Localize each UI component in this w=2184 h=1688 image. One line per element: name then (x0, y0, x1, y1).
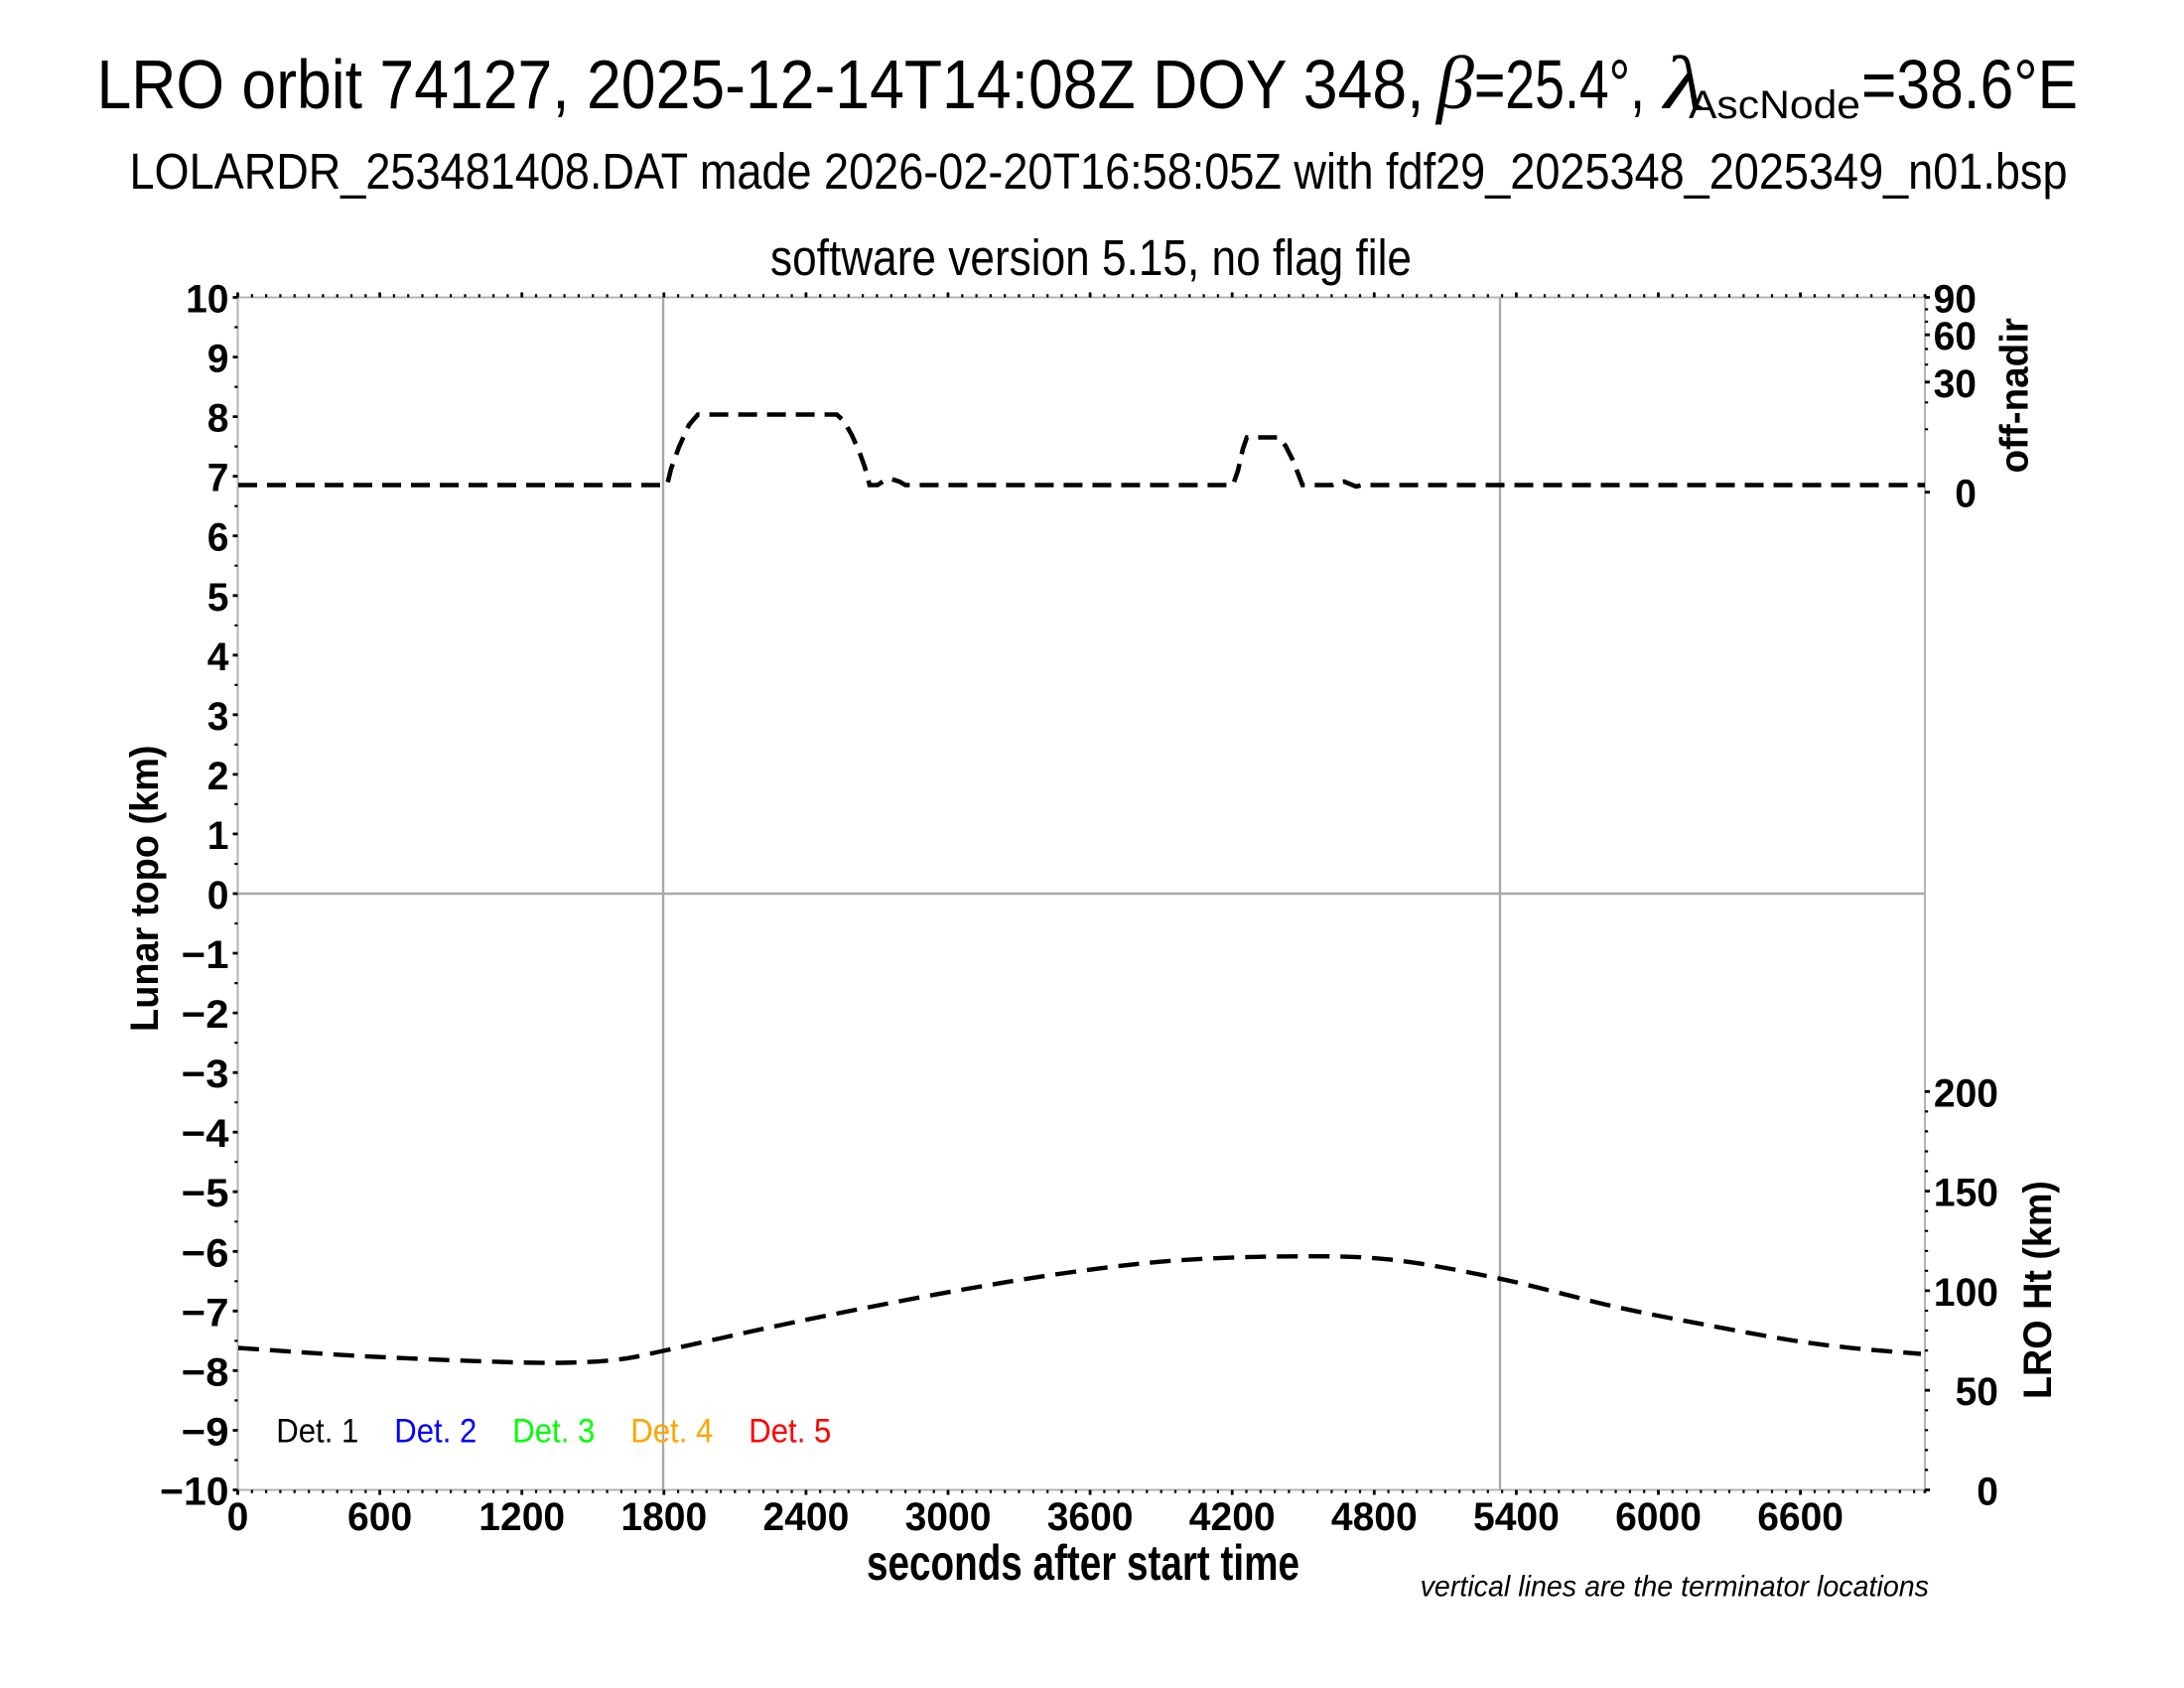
svg-text:−7: −7 (182, 1291, 229, 1335)
svg-text:5400: 5400 (1473, 1495, 1560, 1539)
svg-text:AscNode: AscNode (1689, 83, 1860, 127)
svg-text:−1: −1 (182, 933, 229, 977)
svg-text:600: 600 (347, 1495, 412, 1539)
svg-text:Lunar topo (km): Lunar topo (km) (123, 745, 167, 1031)
svg-text:−5: −5 (182, 1172, 229, 1215)
svg-text:150: 150 (1934, 1172, 1998, 1215)
svg-text:software version 5.15, no flag: software version 5.15, no flag file (770, 229, 1412, 286)
svg-text:7: 7 (207, 457, 229, 500)
svg-text:−4: −4 (182, 1112, 229, 1156)
svg-text:10: 10 (186, 278, 228, 322)
svg-text:5: 5 (207, 576, 229, 620)
svg-text:100: 100 (1934, 1271, 1998, 1315)
svg-text:Det. 3: Det. 3 (512, 1413, 595, 1451)
svg-text:8: 8 (207, 397, 229, 441)
svg-text:2: 2 (207, 755, 229, 798)
svg-text:−9: −9 (182, 1411, 229, 1455)
svg-text:0: 0 (227, 1495, 249, 1539)
svg-text:LOLARDR_253481408.DAT made 202: LOLARDR_253481408.DAT made 2026-02-20T16… (130, 143, 2068, 200)
svg-text:=25.4°,: =25.4°, (1474, 46, 1645, 123)
svg-text:vertical lines are the termina: vertical lines are the terminator locati… (1421, 1571, 1929, 1604)
svg-text:0: 0 (1977, 1471, 1998, 1514)
svg-text:0: 0 (207, 874, 229, 917)
svg-text:3000: 3000 (905, 1495, 992, 1539)
svg-text:−2: −2 (182, 993, 229, 1037)
svg-text:3600: 3600 (1047, 1495, 1134, 1539)
svg-text:β: β (1434, 42, 1474, 125)
svg-text:9: 9 (207, 338, 229, 381)
svg-text:4: 4 (207, 635, 229, 679)
svg-text:2400: 2400 (763, 1495, 850, 1539)
svg-text:seconds after start time: seconds after start time (867, 1535, 1299, 1591)
svg-text:6000: 6000 (1615, 1495, 1702, 1539)
svg-text:1200: 1200 (478, 1495, 565, 1539)
svg-text:4200: 4200 (1189, 1495, 1276, 1539)
svg-text:200: 200 (1934, 1071, 1998, 1115)
svg-text:1: 1 (207, 814, 229, 858)
svg-text:50: 50 (1956, 1370, 1998, 1414)
svg-text:1800: 1800 (620, 1495, 707, 1539)
svg-text:Det. 5: Det. 5 (749, 1413, 831, 1451)
svg-text:Det. 1: Det. 1 (276, 1413, 358, 1451)
svg-text:LRO Ht (km): LRO Ht (km) (2016, 1181, 2060, 1399)
svg-text:6: 6 (207, 516, 229, 560)
svg-text:0: 0 (1955, 473, 1977, 516)
svg-text:6600: 6600 (1757, 1495, 1843, 1539)
svg-text:Det. 4: Det. 4 (630, 1413, 713, 1451)
svg-text:−8: −8 (182, 1350, 229, 1394)
svg-text:−10: −10 (160, 1471, 228, 1514)
svg-text:−3: −3 (182, 1053, 229, 1096)
svg-text:−6: −6 (182, 1231, 229, 1275)
svg-text:=38.6°E: =38.6°E (1861, 46, 2078, 123)
svg-text:90: 90 (1934, 278, 1977, 322)
svg-text:3: 3 (207, 695, 229, 739)
svg-text:4800: 4800 (1331, 1495, 1418, 1539)
svg-text:LRO orbit 74127, 2025-12-14T14: LRO orbit 74127, 2025-12-14T14:08Z DOY 3… (97, 46, 1425, 123)
svg-text:Det. 2: Det. 2 (394, 1413, 477, 1451)
svg-text:30: 30 (1934, 362, 1977, 406)
svg-text:off-nadir: off-nadir (1993, 318, 2037, 474)
svg-text:60: 60 (1934, 315, 1977, 358)
svg-text:λ: λ (1662, 42, 1705, 125)
